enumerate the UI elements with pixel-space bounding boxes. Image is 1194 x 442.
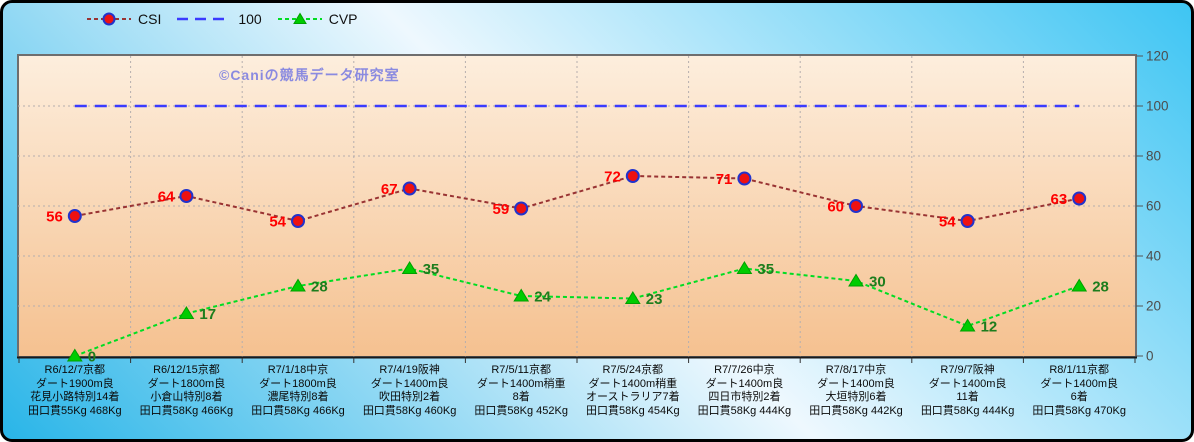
ref-100-legend-marker-icon bbox=[177, 17, 232, 21]
x-axis-label-line: 小倉山特別8着 bbox=[150, 391, 223, 403]
x-axis-label-line: 11着 bbox=[956, 391, 979, 403]
x-axis-label-line: ダート1400m稍重 bbox=[588, 377, 678, 390]
x-axis-label-line: 四日市特別2着 bbox=[708, 391, 781, 403]
x-axis-label-line: 田口貫58Kg 466Kg bbox=[139, 404, 234, 417]
x-axis-label-line: R7/5/24京都 bbox=[602, 364, 664, 376]
y-axis-tick-label: 0 bbox=[1146, 349, 1154, 364]
x-axis-label: R7/5/24京都 ダート1400m稍重 オーストラリア7着 田口貫58Kg 454K… bbox=[571, 364, 695, 418]
x-axis-label-line: 田口貫58Kg 444Kg bbox=[697, 404, 792, 417]
x-axis-label-line: ダート1900m良 bbox=[35, 377, 114, 390]
legend-item-ref-100: 100 bbox=[177, 11, 262, 27]
x-axis-label-line: 田口貫58Kg 454Kg bbox=[586, 404, 680, 417]
x-axis-label-line: 田口貫58Kg 444Kg bbox=[920, 404, 1015, 417]
x-axis-label-line: R7/1/18中京 bbox=[267, 364, 329, 376]
x-axis-label-line: 田口貫58Kg 460Kg bbox=[362, 404, 457, 417]
y-axis-tick-label: 100 bbox=[1146, 99, 1169, 114]
y-axis-tick-label: 120 bbox=[1146, 49, 1169, 64]
legend-label: 100 bbox=[238, 11, 262, 27]
x-axis-label-line: 田口貫55Kg 468Kg bbox=[28, 404, 122, 417]
x-axis-label-line: 田口貫58Kg 442Kg bbox=[809, 404, 903, 417]
x-axis-label: R7/4/19阪神 ダート1400m良 吹田特別2着 田口貫58Kg 460Kg bbox=[348, 364, 472, 418]
legend-item-cvp: CVP bbox=[277, 11, 358, 27]
x-axis-label-line: 吹田特別2着 bbox=[379, 391, 441, 403]
x-axis-label-line: R7/7/26中京 bbox=[714, 364, 775, 376]
x-axis-label: R7/7/26中京 ダート1400m良 四日市特別2着 田口貫58Kg 444Kg bbox=[682, 364, 806, 418]
x-axis-label-line: 濃尾特別8着 bbox=[267, 391, 329, 403]
csi-legend-marker-icon bbox=[87, 12, 131, 26]
x-axis-label-line: 6着 bbox=[1070, 391, 1088, 403]
x-axis-label-line: 8着 bbox=[512, 391, 530, 403]
x-axis-label-line: ダート1400m稍重 bbox=[476, 377, 566, 390]
cvp-legend-marker-icon bbox=[277, 12, 322, 24]
x-axis-label-line: R7/8/17中京 bbox=[825, 364, 887, 376]
x-axis-label-line: ダート1400m良 bbox=[1040, 377, 1118, 390]
y-axis-tick-label: 60 bbox=[1146, 199, 1161, 214]
x-axis-label-line: R7/9/7阪神 bbox=[940, 364, 995, 376]
legend-label: CVP bbox=[328, 11, 358, 27]
x-axis-label-line: R7/5/11京都 bbox=[491, 364, 552, 376]
x-axis-label-line: ダート1400m良 bbox=[705, 377, 784, 390]
x-axis-label-line: 田口貫58Kg 466Kg bbox=[251, 404, 345, 417]
x-axis-label-line: 田口貫58Kg 470Kg bbox=[1032, 404, 1126, 417]
x-axis-label-line: 花見小路特別14着 bbox=[30, 391, 120, 403]
y-axis-tick-label: 20 bbox=[1146, 299, 1161, 314]
chart-legend: CSI 100 CVP bbox=[87, 8, 358, 30]
legend-label: CSI bbox=[138, 11, 162, 27]
x-axis-label-line: ダート1800m良 bbox=[147, 377, 226, 390]
plot-area bbox=[17, 54, 1137, 358]
x-axis-label-line: ダート1400m良 bbox=[928, 377, 1007, 390]
x-axis-label: R7/1/18中京 ダート1800m良 濃尾特別8着 田口貫58Kg 466Kg bbox=[236, 364, 360, 418]
x-axis-label: R8/1/11京都 ダート1400m良 6着 田口貫58Kg 470Kg bbox=[1017, 364, 1141, 418]
x-axis-label-line: R7/4/19阪神 bbox=[379, 364, 440, 376]
x-axis-label-line: R8/1/11京都 bbox=[1049, 364, 1110, 376]
x-axis-label: R7/5/11京都 ダート1400m稍重 8着 田口貫58Kg 452Kg bbox=[459, 364, 583, 418]
x-axis-label: R6/12/15京都 ダート1800m良 小倉山特別8着 田口貫58Kg 466Kg bbox=[124, 364, 248, 418]
y-axis-tick-label: 40 bbox=[1146, 249, 1161, 264]
y-axis-tick-label: 80 bbox=[1146, 149, 1161, 164]
x-axis-label: R6/12/7京都 ダート1900m良 花見小路特別14着 田口貫55Kg 468Kg bbox=[13, 364, 137, 418]
x-axis-label: R7/9/7阪神 ダート1400m良 11着 田口貫58Kg 444Kg bbox=[906, 364, 1030, 418]
x-axis-label-line: ダート1800m良 bbox=[259, 377, 337, 390]
x-axis-label-line: オーストラリア7着 bbox=[586, 391, 680, 403]
x-axis-label-line: ダート1400m良 bbox=[817, 377, 895, 390]
x-axis-label-line: R6/12/15京都 bbox=[153, 364, 220, 376]
x-axis-label-line: R6/12/7京都 bbox=[44, 364, 106, 376]
x-axis-label-line: ダート1400m良 bbox=[370, 377, 449, 390]
x-axis-label-line: 大垣特別6着 bbox=[825, 391, 887, 403]
x-axis-label-line: 田口貫58Kg 452Kg bbox=[474, 404, 568, 417]
legend-item-csi: CSI bbox=[87, 11, 161, 27]
watermark: ©Caniの競馬データ研究室 bbox=[219, 67, 400, 83]
x-axis-label: R7/8/17中京 ダート1400m良 大垣特別6着 田口貫58Kg 442Kg bbox=[794, 364, 918, 418]
